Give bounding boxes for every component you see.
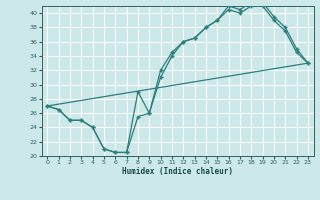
X-axis label: Humidex (Indice chaleur): Humidex (Indice chaleur) (122, 167, 233, 176)
